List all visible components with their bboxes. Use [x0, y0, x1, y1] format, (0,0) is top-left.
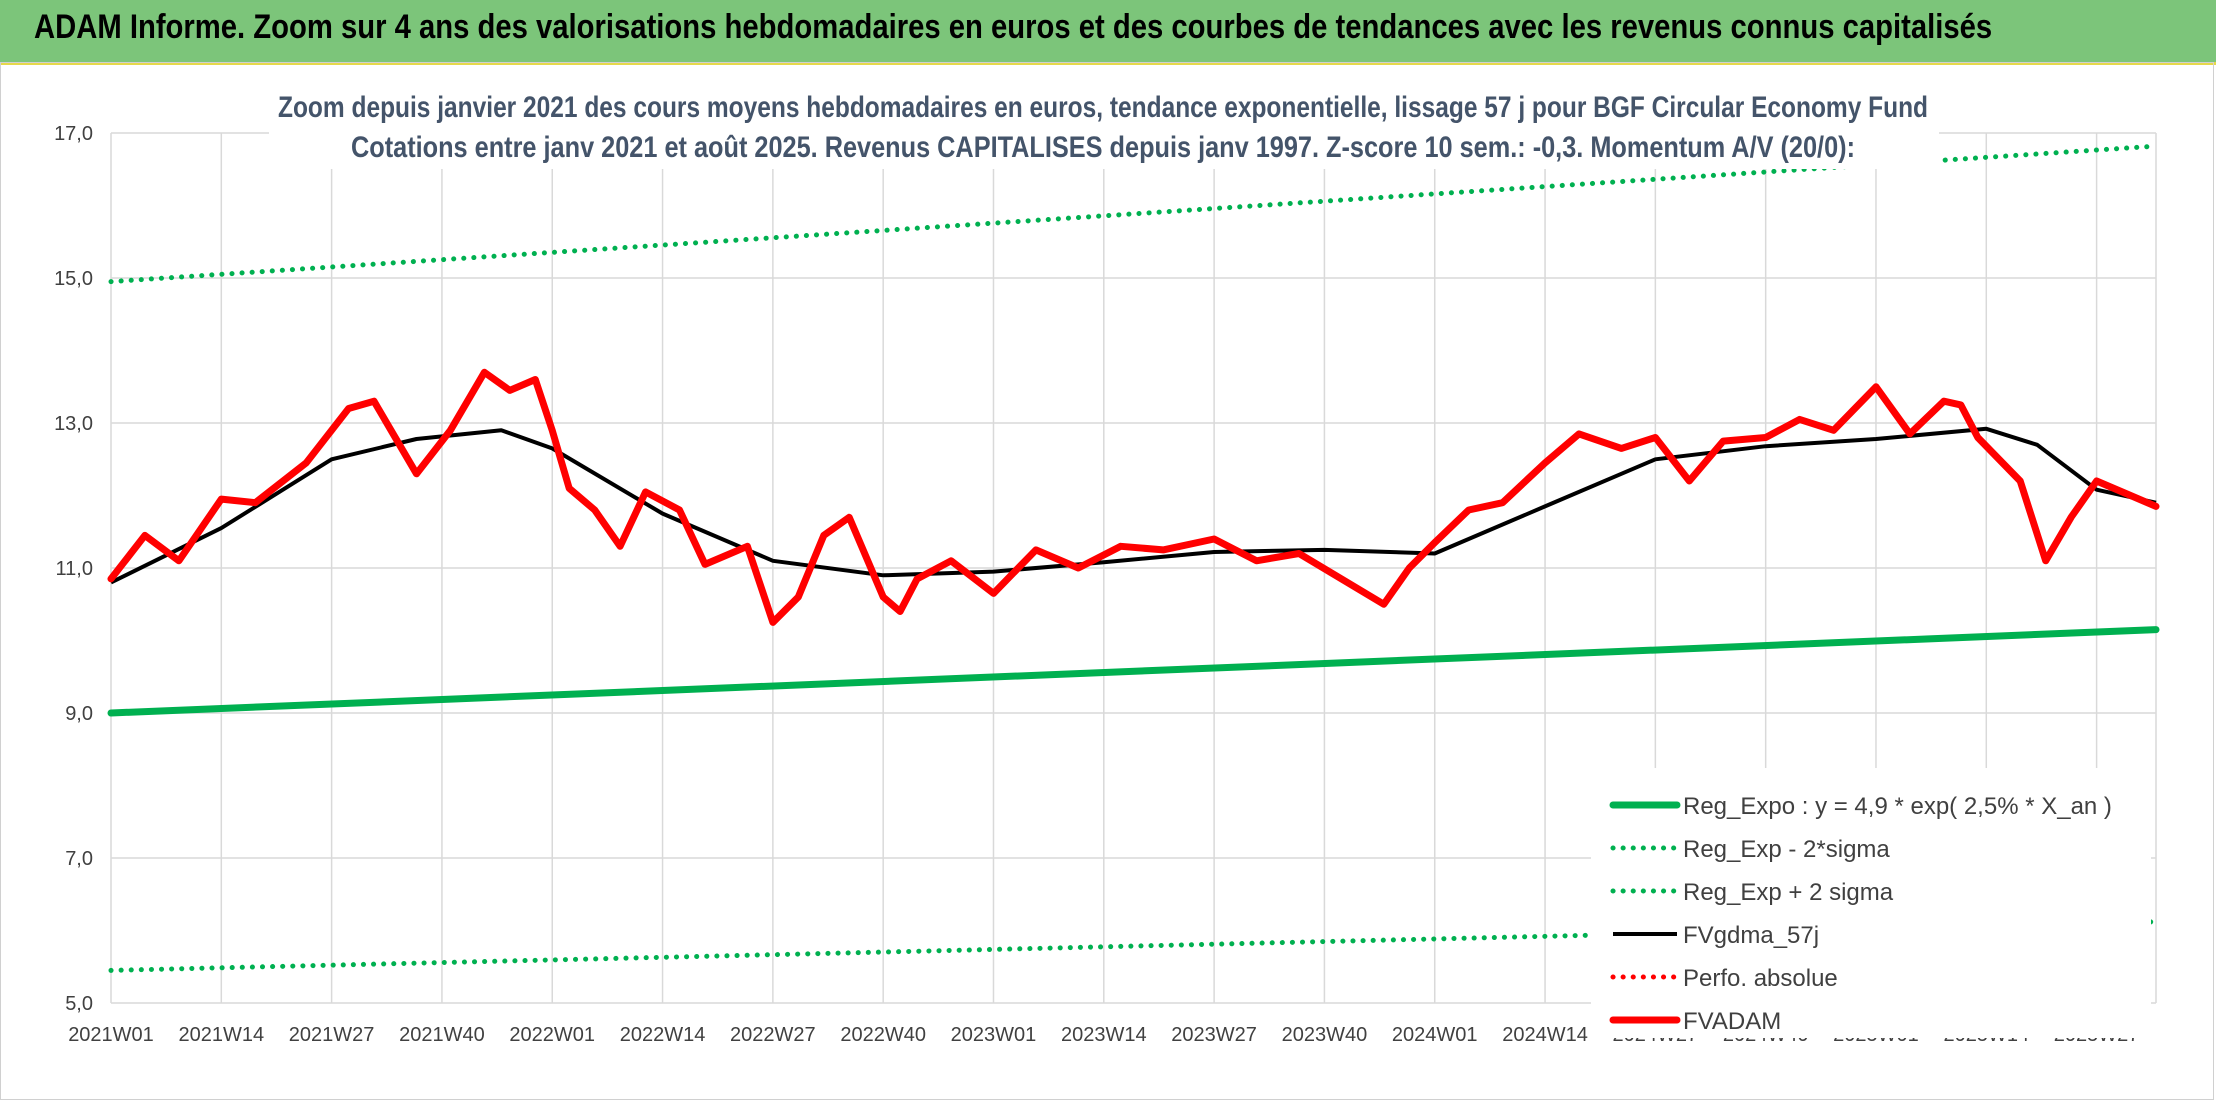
- y-axis-ticks: 5,0 7,0 9,0 11,0 13,0 15,0 17,0: [54, 123, 93, 1015]
- chart-subtitle: Cotations entre janv 2021 et août 2025. …: [351, 131, 1855, 164]
- legend-label: Perfo. absolue: [1683, 965, 1838, 992]
- report-title: ADAM Informe. Zoom sur 4 ans des valoris…: [34, 8, 1993, 46]
- y-tick-label: 15,0: [54, 268, 93, 290]
- title-banner: ADAM Informe. Zoom sur 4 ans des valoris…: [0, 0, 2216, 65]
- x-tick-label: 2022W40: [840, 1024, 926, 1046]
- x-tick-label: 2023W01: [951, 1024, 1037, 1046]
- legend-label: Reg_Exp + 2 sigma: [1683, 879, 1894, 906]
- chart-frame: 5,0 7,0 9,0 11,0 13,0 15,0 17,0 2021W01 2021W14…: [0, 62, 2214, 1100]
- x-tick-label: 2021W14: [178, 1024, 264, 1046]
- moving-average-line: [110, 426, 2157, 585]
- x-tick-label: 2021W27: [289, 1024, 375, 1046]
- x-tick-label: 2024W01: [1392, 1024, 1478, 1046]
- x-tick-label: 2023W40: [1282, 1024, 1368, 1046]
- y-tick-label: 17,0: [54, 123, 93, 145]
- x-tick-label: 2021W40: [399, 1024, 485, 1046]
- legend: Reg_Expo : y = 4,9 * exp( 2,5% * X_an ) R…: [1591, 768, 2151, 1038]
- y-tick-label: 7,0: [65, 848, 93, 870]
- legend-label: Reg_Expo : y = 4,9 * exp( 2,5% * X_an ): [1683, 793, 2112, 820]
- price-line: [107, 368, 2160, 626]
- y-tick-label: 9,0: [65, 703, 93, 725]
- legend-label: Reg_Exp - 2*sigma: [1683, 836, 1890, 863]
- chart-title: Zoom depuis janvier 2021 des cours moyen…: [278, 91, 1928, 124]
- regression-line: [107, 626, 2160, 717]
- y-tick-label: 13,0: [54, 413, 93, 435]
- x-tick-label: 2023W27: [1171, 1024, 1257, 1046]
- x-tick-label: 2022W01: [509, 1024, 595, 1046]
- line-chart: 5,0 7,0 9,0 11,0 13,0 15,0 17,0 2021W01 2021W14…: [54, 85, 2160, 1046]
- x-tick-label: 2024W14: [1502, 1024, 1588, 1046]
- legend-background: [1591, 768, 2151, 1038]
- legend-label: FVgdma_57j: [1683, 922, 1819, 949]
- y-tick-label: 5,0: [65, 993, 93, 1015]
- x-tick-label: 2022W14: [620, 1024, 706, 1046]
- legend-label: FVADAM: [1683, 1008, 1781, 1035]
- x-tick-label: 2022W27: [730, 1024, 816, 1046]
- y-tick-label: 11,0: [56, 558, 93, 580]
- title-background: [269, 85, 1939, 169]
- x-tick-label: 2023W14: [1061, 1024, 1147, 1046]
- x-tick-label: 2021W01: [68, 1024, 154, 1046]
